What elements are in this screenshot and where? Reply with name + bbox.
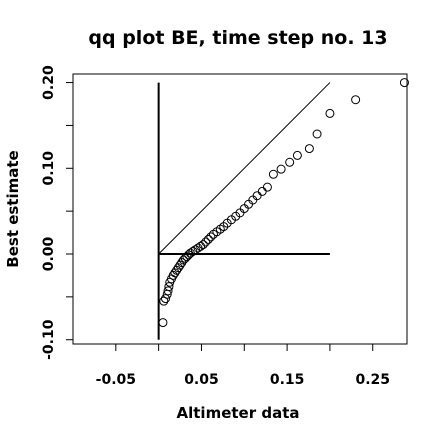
data-point [268,169,278,179]
data-point [201,237,211,247]
data-point [203,234,213,244]
data-point [325,108,335,118]
x-axis-label: Altimeter data [177,404,300,422]
data-point [180,253,190,263]
data-point [219,222,229,232]
y-axis-label: Best estimate [4,150,22,267]
chart-title: qq plot BE, time step no. 13 [88,27,387,49]
y-axis: -0.10 0.00 0.10 0.20 [41,65,73,360]
identity-line [158,82,331,255]
data-point [178,255,188,265]
data-point [351,95,361,105]
data-point [262,182,272,192]
data-point [292,150,302,160]
data-point [198,240,208,250]
y-tick-label: -0.10 [41,319,57,360]
y-tick-label: 0.00 [41,236,57,271]
data-point [257,186,267,196]
data-point [312,129,322,139]
data-point [252,191,262,201]
y-tick-label: 0.10 [41,151,57,186]
x-tick-label: 0.05 [184,372,219,388]
data-point [160,294,170,304]
x-axis: -0.05 0.05 0.15 0.25 [96,344,390,388]
data-point [399,78,409,88]
x-tick-label: 0.15 [270,372,305,388]
data-point [304,144,314,154]
data-point [244,199,254,209]
data-point [182,252,192,262]
data-point [163,286,173,296]
reference-lines [157,82,331,340]
data-points [158,78,409,328]
data-point [239,204,249,214]
data-point [248,195,258,205]
data-point [285,157,295,167]
data-point [276,164,286,174]
plot-frame [72,73,408,345]
x-tick-label: -0.05 [96,372,136,388]
data-point [164,282,174,292]
data-point [158,318,168,328]
y-tick-label: 0.20 [41,65,57,100]
data-point [206,232,216,242]
x-tick-label: 0.25 [355,372,390,388]
